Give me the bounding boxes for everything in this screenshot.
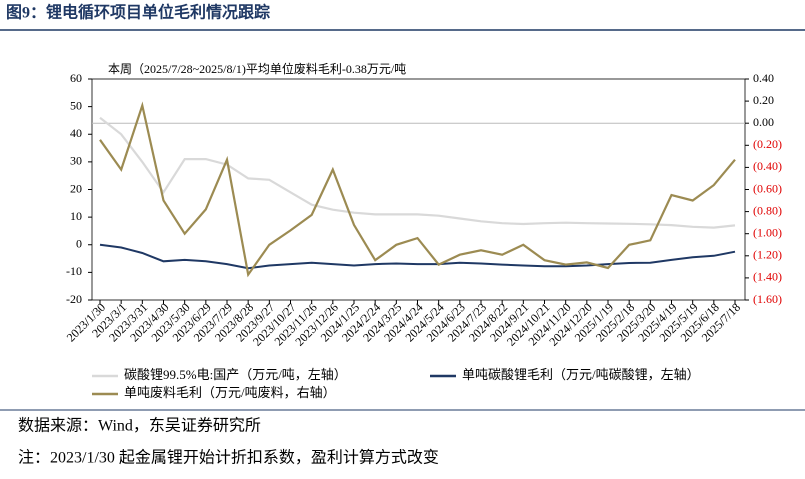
y-tick-label: -20 <box>66 292 82 306</box>
series-line <box>99 243 736 270</box>
series-line <box>99 101 736 278</box>
source: 数据来源：Wind，东吴证券研究所 <box>18 417 261 435</box>
legend-label: 单吨废料毛利（万元/吨废料，右轴） <box>124 385 336 400</box>
y2-tick-label: (0.60) <box>753 181 782 195</box>
y-tick-label: 60 <box>70 71 82 85</box>
y2-tick-label: (1.60) <box>753 292 782 306</box>
y2-tick-label: (1.40) <box>753 270 782 284</box>
note: 注：2023/1/30 起金属锂开始计折扣系数，盈利计算方式改变 <box>18 448 439 467</box>
y2-tick-label: (0.20) <box>753 137 782 151</box>
y2-tick-label: (0.40) <box>753 159 782 173</box>
y2-tick-label: (1.20) <box>753 248 782 262</box>
y2-tick-label: (0.80) <box>753 203 782 217</box>
y-tick-label: 30 <box>70 154 82 168</box>
y2-tick-label: 0.20 <box>753 93 774 107</box>
annotation: 本周（2025/7/28~2025/8/1)平均单位废料毛利-0.38万元/吨 <box>108 61 406 76</box>
y-tick-label: -10 <box>66 264 82 278</box>
legend-label: 碳酸锂99.5%电:国产（万元/吨，左轴） <box>124 367 347 382</box>
y-tick-label: 0 <box>76 237 82 251</box>
y-tick-label: 10 <box>70 209 82 223</box>
y2-tick-label: 0.40 <box>753 71 774 85</box>
plot-frame <box>91 78 746 301</box>
figure-title: 图9：锂电循环项目单位毛利情况跟踪 <box>6 3 270 22</box>
y-tick-label: 50 <box>70 98 82 112</box>
y2-tick-label: 0.00 <box>753 115 774 129</box>
y-tick-label: 40 <box>70 126 82 140</box>
series-line <box>99 116 736 229</box>
y-tick-label: 20 <box>70 181 82 195</box>
legend-label: 单吨碳酸锂毛利（万元/吨碳酸锂，左轴） <box>462 367 700 382</box>
y2-tick-label: (1.00) <box>753 225 782 239</box>
